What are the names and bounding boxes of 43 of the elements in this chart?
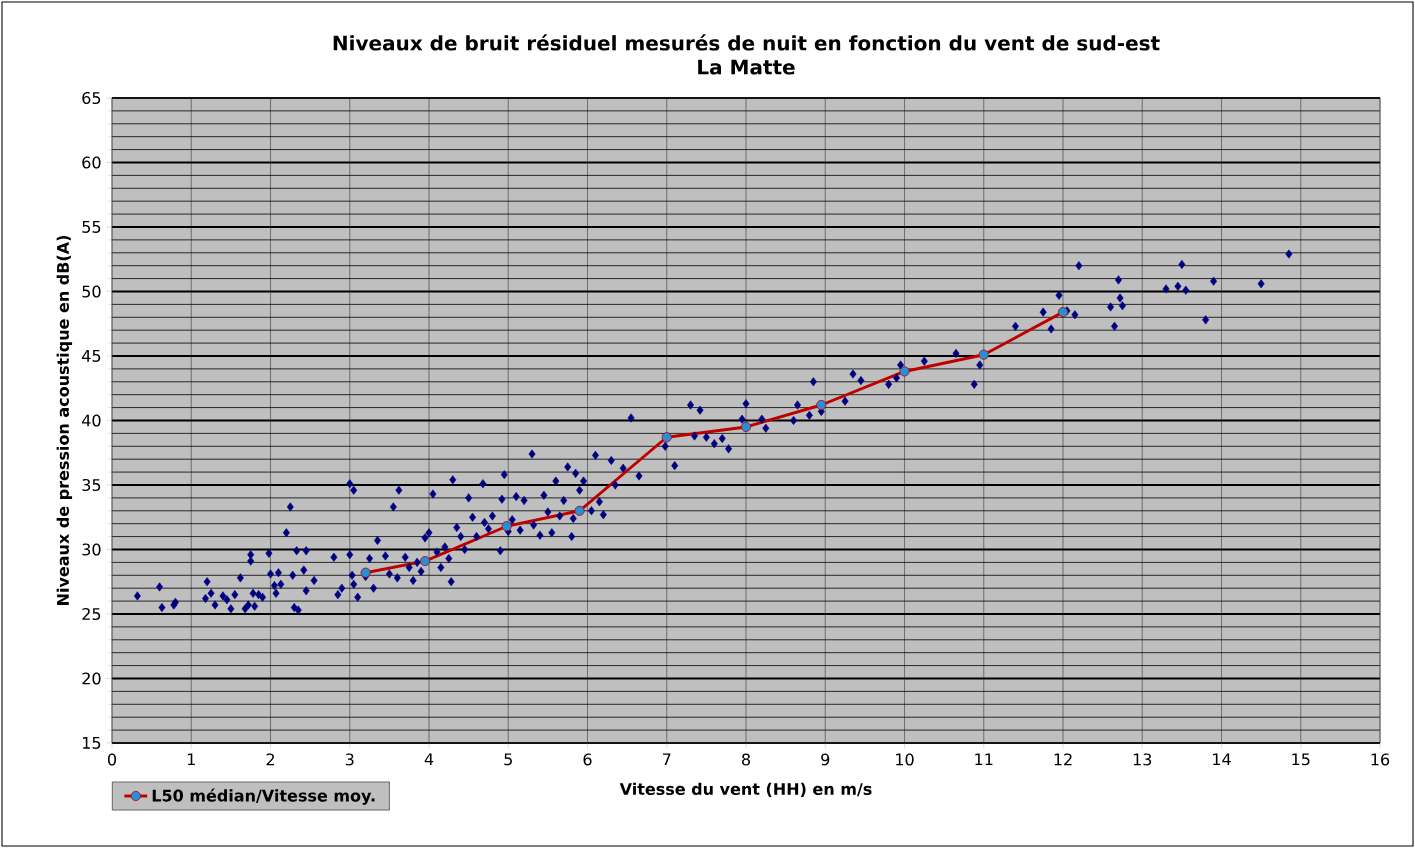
x-tick-label: 15	[1292, 753, 1310, 766]
y-tick-label: 30	[82, 543, 101, 556]
x-tick-label: 16	[1371, 753, 1390, 766]
y-tick-label: 25	[82, 607, 101, 621]
x-tick-label: 13	[1133, 753, 1152, 766]
x-tick-label: 9	[821, 753, 830, 766]
x-tick-label: 4	[424, 753, 434, 766]
y-tick-label: 55	[82, 221, 101, 233]
x-tick-label: 10	[896, 753, 914, 766]
x-tick-label: 12	[1054, 753, 1072, 766]
point	[1057, 307, 1069, 318]
chart-title: Niveaux de bruit résiduel mesurés de nuit en fonction du vent de sud-est	[333, 34, 1160, 51]
x-tick-label: 2	[266, 753, 274, 766]
x-tick-label: 7	[662, 753, 671, 766]
x-tick-label: 11	[975, 753, 993, 766]
x-tick-label: 3	[345, 753, 354, 766]
y-tick-label: 20	[82, 672, 101, 685]
point	[501, 521, 512, 532]
point	[899, 366, 910, 377]
y-tick-label: 50	[82, 285, 101, 298]
y-tick-label: 60	[82, 156, 101, 169]
point	[360, 567, 371, 578]
x-tick-label: 1	[187, 753, 195, 766]
y-axis-title: Niveaux de pression acoustique en dB(A)	[56, 235, 73, 605]
chart-subtitle: La Matte	[698, 59, 795, 75]
point	[419, 556, 431, 567]
y-tick-label: 45	[82, 350, 101, 362]
point	[816, 399, 827, 411]
y-tick-label: 15	[83, 737, 101, 749]
point	[661, 432, 672, 443]
x-tick-label: 0	[107, 753, 117, 766]
x-tick-label: 14	[1213, 753, 1231, 766]
x-tick-label: 5	[504, 753, 512, 766]
legend-label: L50 médian/Vitesse moy.	[152, 788, 375, 805]
y-tick-label: 40	[82, 414, 101, 427]
point	[978, 349, 989, 360]
point	[740, 421, 752, 432]
x-axis-title: Vitesse du vent (HH) en m/s	[619, 782, 872, 797]
y-tick-label: 65	[82, 91, 101, 105]
x-tick-label: 6	[583, 753, 592, 766]
y-tick-label: 35	[82, 478, 101, 492]
point	[574, 505, 585, 516]
x-tick-label: 8	[742, 753, 750, 766]
